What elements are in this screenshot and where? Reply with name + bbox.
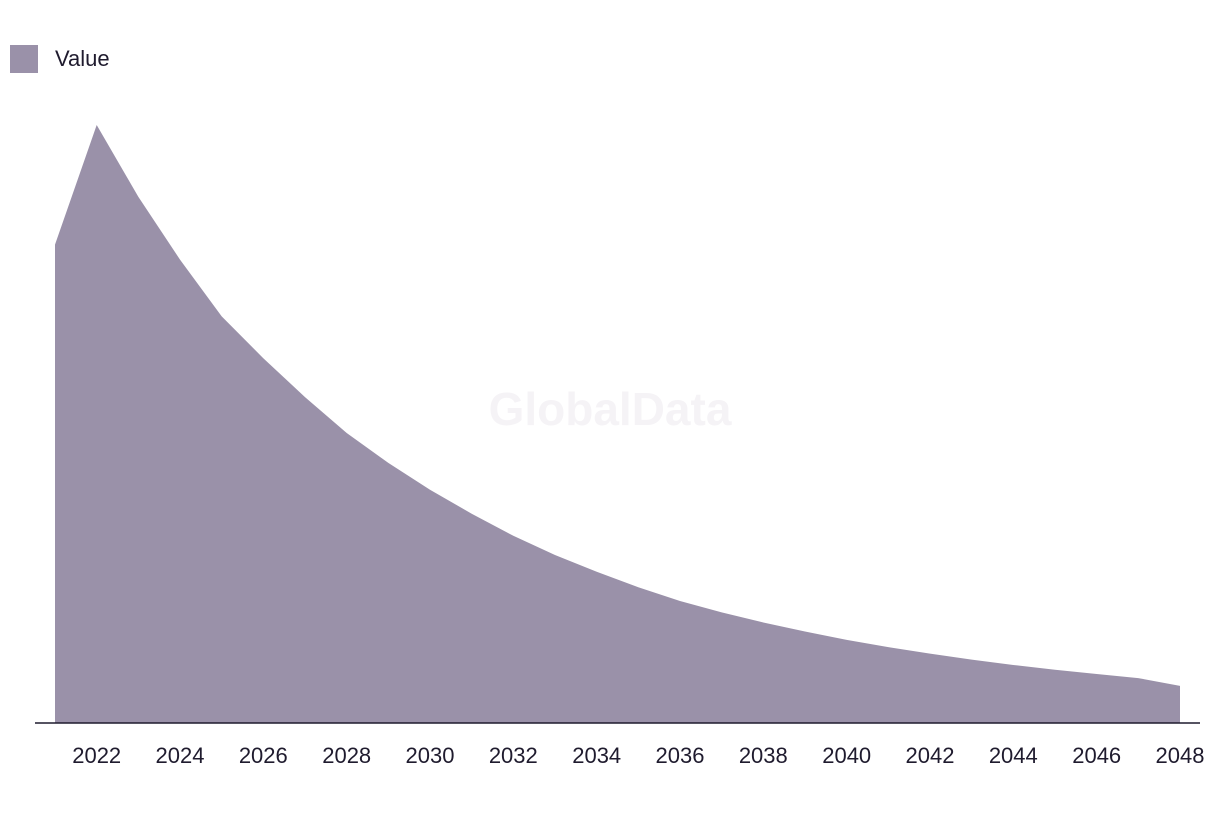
legend: Value <box>10 45 110 73</box>
x-tick-label: 2042 <box>906 743 955 768</box>
x-tick-label: 2040 <box>822 743 871 768</box>
x-tick-label: 2048 <box>1156 743 1205 768</box>
x-tick-label: 2036 <box>656 743 705 768</box>
x-tick-label: 2030 <box>406 743 455 768</box>
x-axis-ticks: 2022 2024 2026 2028 2030 2032 2034 2036 2038 2040… <box>72 743 1204 768</box>
x-tick-label: 2026 <box>239 743 288 768</box>
legend-swatch <box>10 45 38 73</box>
x-tick-label: 2038 <box>739 743 788 768</box>
watermark: GlobalData <box>489 383 732 435</box>
x-tick-label: 2024 <box>156 743 205 768</box>
area-layer <box>55 125 1180 723</box>
x-tick-label: 2028 <box>322 743 371 768</box>
area-series-value <box>55 125 1180 723</box>
x-tick-label: 2022 <box>72 743 121 768</box>
x-tick-label: 2046 <box>1072 743 1121 768</box>
legend-label: Value <box>55 46 110 71</box>
x-tick-label: 2034 <box>572 743 621 768</box>
x-tick-label: 2044 <box>989 743 1038 768</box>
x-tick-label: 2032 <box>489 743 538 768</box>
